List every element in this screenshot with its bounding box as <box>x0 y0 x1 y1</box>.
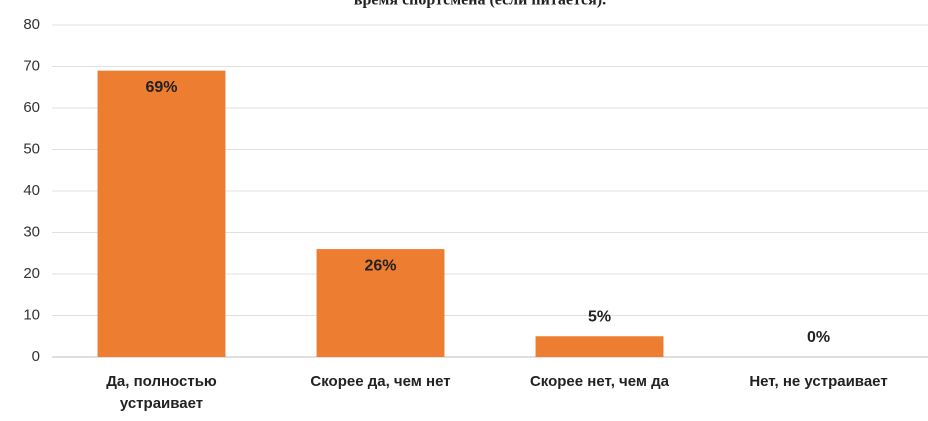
bar <box>535 336 664 357</box>
y-tick-label: 60 <box>23 99 40 116</box>
y-tick-label: 20 <box>23 265 40 282</box>
data-label: 26% <box>364 257 396 274</box>
y-tick-label: 30 <box>23 223 40 240</box>
x-tick-label: Скорее да, чем нет <box>310 373 451 390</box>
x-tick-label: Да, полностью устраивает <box>106 373 217 412</box>
x-tick-label: Скорее нет, чем да <box>529 373 670 390</box>
y-tick-label: 50 <box>23 140 40 157</box>
y-tick-label: 10 <box>23 306 40 323</box>
chart-title: время спортсмена (если питается). <box>354 0 606 9</box>
bar <box>97 70 226 358</box>
x-tick-label: Нет, не устраивает <box>749 373 888 390</box>
bar <box>316 249 445 357</box>
y-tick-label: 40 <box>23 182 40 199</box>
y-tick-label: 70 <box>23 57 40 74</box>
data-label: 69% <box>145 79 177 96</box>
data-label: 0% <box>807 329 830 346</box>
data-label: 5% <box>588 308 611 325</box>
y-tick-label: 0 <box>32 348 40 365</box>
y-tick-label: 80 <box>23 16 40 33</box>
